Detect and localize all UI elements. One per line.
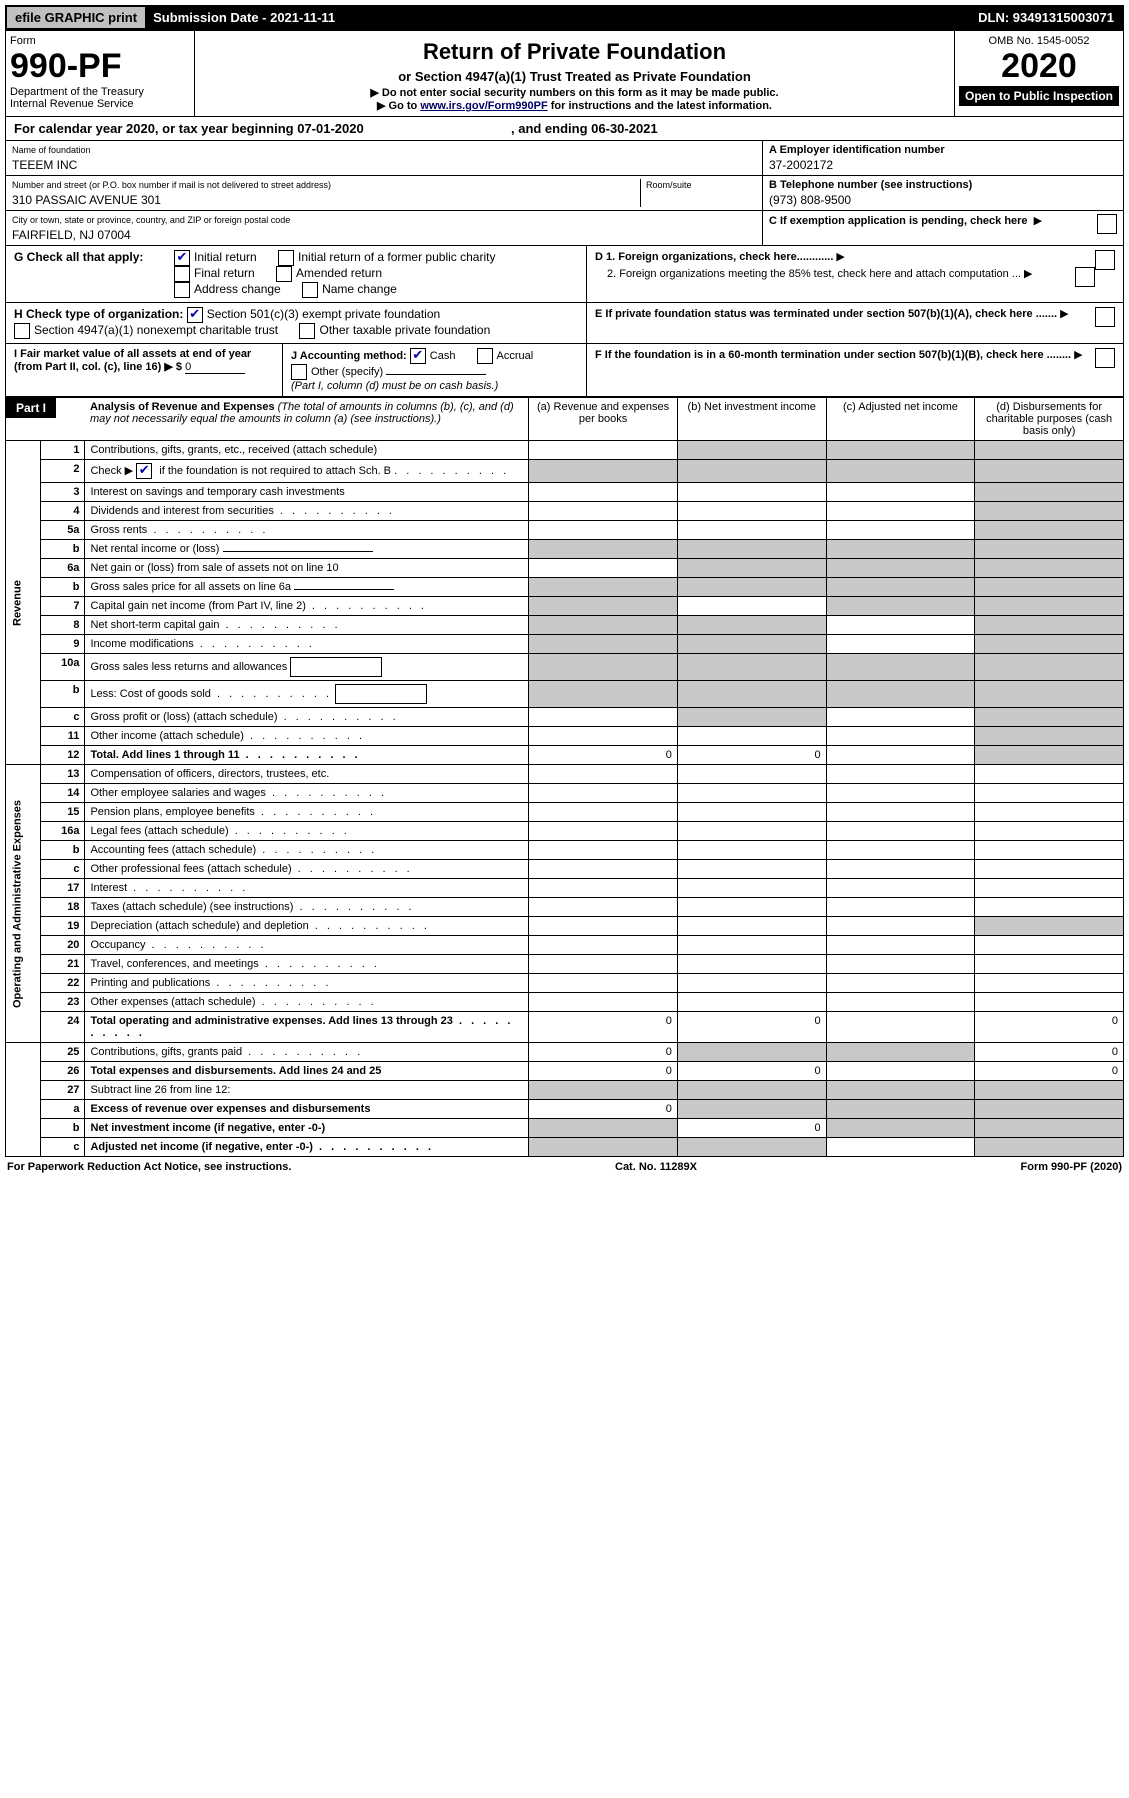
e-label: E If private foundation status was termi…: [595, 308, 1057, 320]
d1-label: D 1. Foreign organizations, check here..…: [595, 251, 833, 263]
col-c-header: (c) Adjusted net income: [826, 398, 975, 441]
form-number: 990-PF: [10, 47, 190, 86]
revenue-side: Revenue: [6, 441, 41, 765]
calendar-year-row: For calendar year 2020, or tax year begi…: [5, 117, 1124, 141]
form-title: Return of Private Foundation: [199, 39, 950, 65]
part1-table: Part I Analysis of Revenue and Expenses …: [5, 397, 1124, 1157]
footer-right: Form 990-PF (2020): [1021, 1161, 1122, 1173]
cb-name-change[interactable]: [302, 282, 318, 298]
col-b-header: (b) Net investment income: [677, 398, 826, 441]
part1-heading: Analysis of Revenue and Expenses: [90, 401, 275, 413]
d1-checkbox[interactable]: [1095, 250, 1115, 270]
omb-no: OMB No. 1545-0052: [959, 35, 1119, 47]
cb-other-method[interactable]: [291, 364, 307, 380]
org-city: FAIRFIELD, NJ 07004: [12, 228, 756, 242]
f-label: F If the foundation is in a 60-month ter…: [595, 349, 1071, 361]
open-inspection: Open to Public Inspection: [959, 86, 1119, 106]
row-ij-f: I Fair market value of all assets at end…: [5, 344, 1124, 397]
j-label: J Accounting method:: [291, 350, 407, 362]
note-goto-post: for instructions and the latest informat…: [551, 100, 772, 112]
col-d-header: (d) Disbursements for charitable purpose…: [975, 398, 1124, 441]
irs-label: Internal Revenue Service: [10, 98, 190, 110]
form-subtitle: or Section 4947(a)(1) Trust Treated as P…: [199, 69, 950, 84]
i-value: 0: [185, 361, 245, 374]
room-label: Room/suite: [646, 180, 692, 190]
org-name: TEEEM INC: [12, 158, 756, 172]
phone-label: B Telephone number (see instructions): [769, 179, 972, 191]
c-checkbox[interactable]: [1097, 214, 1117, 234]
cb-cash[interactable]: [410, 348, 426, 364]
addr-label: Number and street (or P.O. box number if…: [12, 180, 331, 190]
footer-mid: Cat. No. 11289X: [615, 1161, 697, 1173]
cb-amended[interactable]: [276, 266, 292, 282]
cb-final[interactable]: [174, 266, 190, 282]
part1-badge: Part I: [6, 398, 56, 418]
cb-4947a1[interactable]: [14, 323, 30, 339]
tax-year: 2020: [959, 47, 1119, 86]
e-checkbox[interactable]: [1095, 307, 1115, 327]
note-goto-pre: ▶ Go to: [377, 100, 420, 112]
period-end: , and ending 06-30-2021: [511, 121, 658, 136]
phone-value: (973) 808-9500: [769, 193, 1117, 207]
org-info-block: Name of foundation TEEEM INC Number and …: [5, 141, 1124, 246]
dept-label: Department of the Treasury: [10, 86, 190, 98]
submission-date: Submission Date - 2021-11-11: [145, 7, 970, 28]
h-label: H Check type of organization:: [14, 307, 183, 321]
row-h-e: H Check type of organization: Section 50…: [5, 303, 1124, 344]
d2-label: 2. Foreign organizations meeting the 85%…: [607, 268, 1021, 280]
row-g-d: G Check all that apply: Initial return I…: [5, 246, 1124, 303]
c-label: C If exemption application is pending, c…: [769, 215, 1028, 227]
cb-initial-former[interactable]: [278, 250, 294, 266]
form-label: Form: [10, 35, 36, 47]
instructions-link[interactable]: www.irs.gov/Form990PF: [420, 100, 547, 112]
cb-initial-return[interactable]: [174, 250, 190, 266]
period-begin: For calendar year 2020, or tax year begi…: [14, 121, 364, 136]
org-addr: 310 PASSAIC AVENUE 301: [12, 193, 640, 207]
form-header: Form 990-PF Department of the Treasury I…: [5, 30, 1124, 117]
footer-left: For Paperwork Reduction Act Notice, see …: [7, 1161, 291, 1173]
f-checkbox[interactable]: [1095, 348, 1115, 368]
name-label: Name of foundation: [12, 145, 91, 155]
page-footer: For Paperwork Reduction Act Notice, see …: [5, 1157, 1124, 1177]
city-label: City or town, state or province, country…: [12, 215, 290, 225]
arrow-icon: ▶: [1034, 214, 1042, 227]
j-note: (Part I, column (d) must be on cash basi…: [291, 380, 498, 392]
cb-accrual[interactable]: [477, 348, 493, 364]
cb-schb[interactable]: [136, 463, 152, 479]
dln: DLN: 93491315003071: [970, 7, 1122, 28]
cb-addr-change[interactable]: [174, 282, 190, 298]
top-bar: efile GRAPHIC print Submission Date - 20…: [5, 5, 1124, 30]
cb-other-taxable[interactable]: [299, 323, 315, 339]
efile-label: efile GRAPHIC print: [7, 7, 145, 28]
g-label: G Check all that apply:: [14, 250, 143, 264]
expenses-side: Operating and Administrative Expenses: [6, 765, 41, 1043]
ein-value: 37-2002172: [769, 158, 1117, 172]
ein-label: A Employer identification number: [769, 144, 945, 156]
cb-501c3[interactable]: [187, 307, 203, 323]
d2-checkbox[interactable]: [1075, 267, 1095, 287]
col-a-header: (a) Revenue and expenses per books: [529, 398, 678, 441]
note-ssn: ▶ Do not enter social security numbers o…: [199, 86, 950, 99]
